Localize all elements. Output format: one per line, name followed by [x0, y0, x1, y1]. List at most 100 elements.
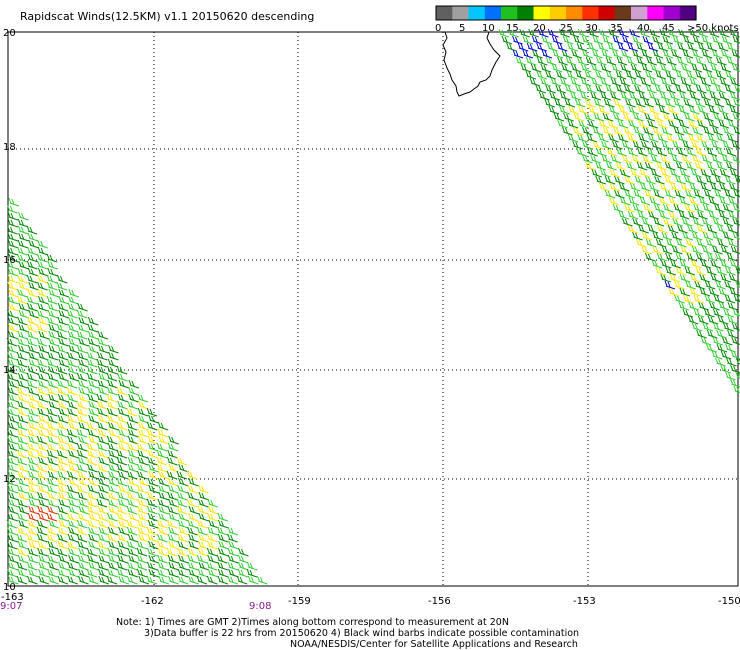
wind-barb	[57, 351, 69, 361]
wind-barb	[56, 449, 68, 459]
wind-barb	[86, 421, 98, 431]
wind-barb	[176, 498, 188, 508]
wind-barb	[17, 239, 29, 249]
wind-barb	[508, 28, 519, 38]
wind-barb	[17, 288, 28, 298]
wind-barb	[732, 35, 740, 44]
wind-barb	[692, 112, 704, 122]
wind-barb	[26, 274, 38, 284]
wind-barb	[46, 407, 58, 417]
wind-barb	[545, 70, 556, 80]
wind-barb	[693, 308, 705, 318]
wind-barb	[704, 84, 716, 94]
wind-barb	[666, 56, 677, 66]
wind-barb	[714, 175, 726, 185]
wind-barb	[76, 428, 88, 438]
wind-barb	[47, 540, 59, 550]
wind-barb	[696, 238, 707, 248]
wind-barb	[7, 421, 19, 431]
wind-barb	[733, 189, 740, 198]
wind-barb	[652, 49, 664, 59]
wind-barb	[501, 35, 513, 45]
wind-barb	[628, 119, 639, 129]
wind-barb	[675, 161, 687, 171]
wind-barb	[694, 161, 706, 171]
wind-barb	[710, 259, 721, 269]
wind-barb	[58, 561, 69, 571]
wind-barb	[17, 498, 28, 508]
wind-barb	[178, 554, 189, 564]
wind-barb	[27, 491, 39, 501]
wind-barb	[187, 547, 199, 557]
wind-barb	[693, 203, 704, 213]
wind-barb	[17, 547, 29, 557]
wind-barb	[137, 407, 149, 417]
wind-barb	[8, 330, 19, 340]
wind-barb	[48, 519, 60, 529]
wind-barb	[67, 547, 79, 557]
wind-barb	[522, 35, 534, 45]
wind-barb	[613, 98, 625, 108]
wind-barb	[158, 484, 169, 494]
wind-barb	[600, 168, 611, 178]
wind-barb	[37, 281, 48, 291]
wind-barb	[660, 259, 672, 269]
wind-barb	[7, 260, 18, 270]
wind-barb	[37, 302, 48, 312]
wind-barb	[619, 168, 631, 178]
wind-barb	[76, 484, 88, 494]
wind-barb	[607, 42, 619, 52]
wind-barb	[158, 435, 170, 445]
wind-barb	[702, 231, 714, 241]
wind-barb	[636, 161, 648, 171]
wind-barb	[598, 28, 610, 38]
wind-barb	[664, 161, 676, 171]
wind-barb	[217, 575, 229, 585]
wind-barb	[107, 477, 119, 487]
wind-barb	[57, 568, 69, 578]
wind-barb	[642, 154, 653, 164]
wind-barb	[685, 84, 697, 94]
wind-barb	[7, 512, 18, 522]
lat-label-16: 16	[3, 255, 16, 266]
wind-barb	[46, 512, 58, 522]
wind-barb	[7, 358, 19, 368]
wind-barb	[653, 217, 665, 227]
wind-barb	[107, 547, 119, 557]
wind-barb	[673, 203, 685, 213]
wind-barb	[618, 105, 630, 115]
wind-barb	[725, 371, 736, 381]
wind-barb	[683, 35, 694, 45]
wind-barb	[715, 84, 726, 94]
wind-barb	[46, 428, 58, 438]
wind-barb	[616, 147, 627, 157]
wind-barb	[87, 463, 98, 473]
wind-barb	[598, 182, 610, 192]
wind-barb	[107, 561, 119, 571]
wind-barb	[601, 49, 613, 59]
wind-barb	[127, 449, 139, 459]
wind-barb	[46, 442, 58, 452]
wind-barb	[66, 484, 78, 494]
wind-barb	[166, 519, 178, 529]
wind-barb	[7, 575, 19, 585]
wind-barb	[27, 414, 39, 424]
wind-barb	[38, 561, 49, 571]
wind-barb	[625, 70, 637, 80]
legend-label-35: 35	[610, 23, 623, 34]
wind-barb	[716, 161, 728, 171]
wind-barb	[116, 512, 128, 522]
wind-barb	[116, 456, 128, 466]
wind-barb	[17, 330, 28, 340]
wind-barb	[48, 337, 60, 347]
wind-barb	[609, 182, 621, 192]
wind-barb	[76, 463, 88, 473]
wind-barb	[7, 456, 19, 466]
wind-barb	[672, 35, 684, 45]
wind-barb	[679, 259, 691, 269]
wind-barb	[127, 435, 139, 445]
wind-barb	[720, 350, 732, 360]
wind-barb	[88, 470, 99, 480]
wind-barb	[47, 456, 58, 466]
wind-barb	[587, 119, 599, 129]
